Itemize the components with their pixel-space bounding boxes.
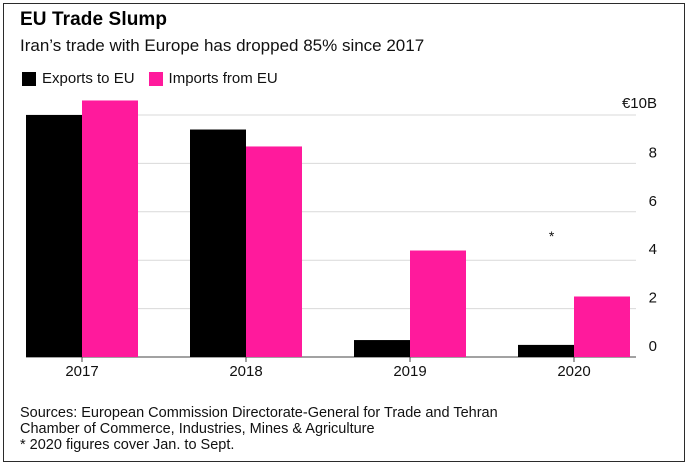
bar-exports-2019 <box>354 340 410 357</box>
sources-line-2: Chamber of Commerce, Industries, Mines &… <box>20 421 375 437</box>
x-tick-label-2017: 2017 <box>65 363 98 380</box>
y-tick-label-2: 2 <box>649 290 657 307</box>
y-tick-label-0: 0 <box>649 338 657 355</box>
footnote: * 2020 figures cover Jan. to Sept. <box>20 437 235 453</box>
bar-imports-2018 <box>246 146 302 357</box>
legend-label-exports: Exports to EU <box>42 70 135 87</box>
y-tick-label-10: €10B <box>622 95 657 112</box>
bar-imports-2017 <box>82 100 138 357</box>
y-tick-label-4: 4 <box>649 241 657 258</box>
sources-note: Sources: European Commission Directorate… <box>20 405 498 453</box>
annotation-asterisk: * <box>549 228 555 244</box>
legend-swatch-exports <box>22 71 36 86</box>
legend: Exports to EU Imports from EU <box>22 70 292 87</box>
bar-chart: 0 2 4 6 8 €10B 2017 2018 2019 2020 * <box>26 95 657 380</box>
chart-subtitle: Iran’s trade with Europe has dropped 85%… <box>20 36 425 55</box>
legend-item-imports: Imports from EU <box>148 70 278 87</box>
x-tick-label-2018: 2018 <box>229 363 262 380</box>
legend-swatch-imports <box>148 71 163 86</box>
legend-item-exports: Exports to EU <box>22 70 135 87</box>
y-tick-label-6: 6 <box>649 193 657 210</box>
legend-label-imports: Imports from EU <box>168 70 278 87</box>
bar-imports-2020 <box>574 296 630 357</box>
chart-title: EU Trade Slump <box>20 9 168 30</box>
sources-line-1: Sources: European Commission Directorate… <box>20 405 498 421</box>
x-tick-label-2019: 2019 <box>393 363 426 380</box>
bar-exports-2018 <box>190 129 246 357</box>
bar-exports-2020 <box>518 344 574 357</box>
bar-exports-2017 <box>26 115 82 357</box>
x-tick-label-2020: 2020 <box>557 363 590 380</box>
bar-imports-2019 <box>410 250 466 357</box>
y-tick-label-8: 8 <box>649 144 657 161</box>
